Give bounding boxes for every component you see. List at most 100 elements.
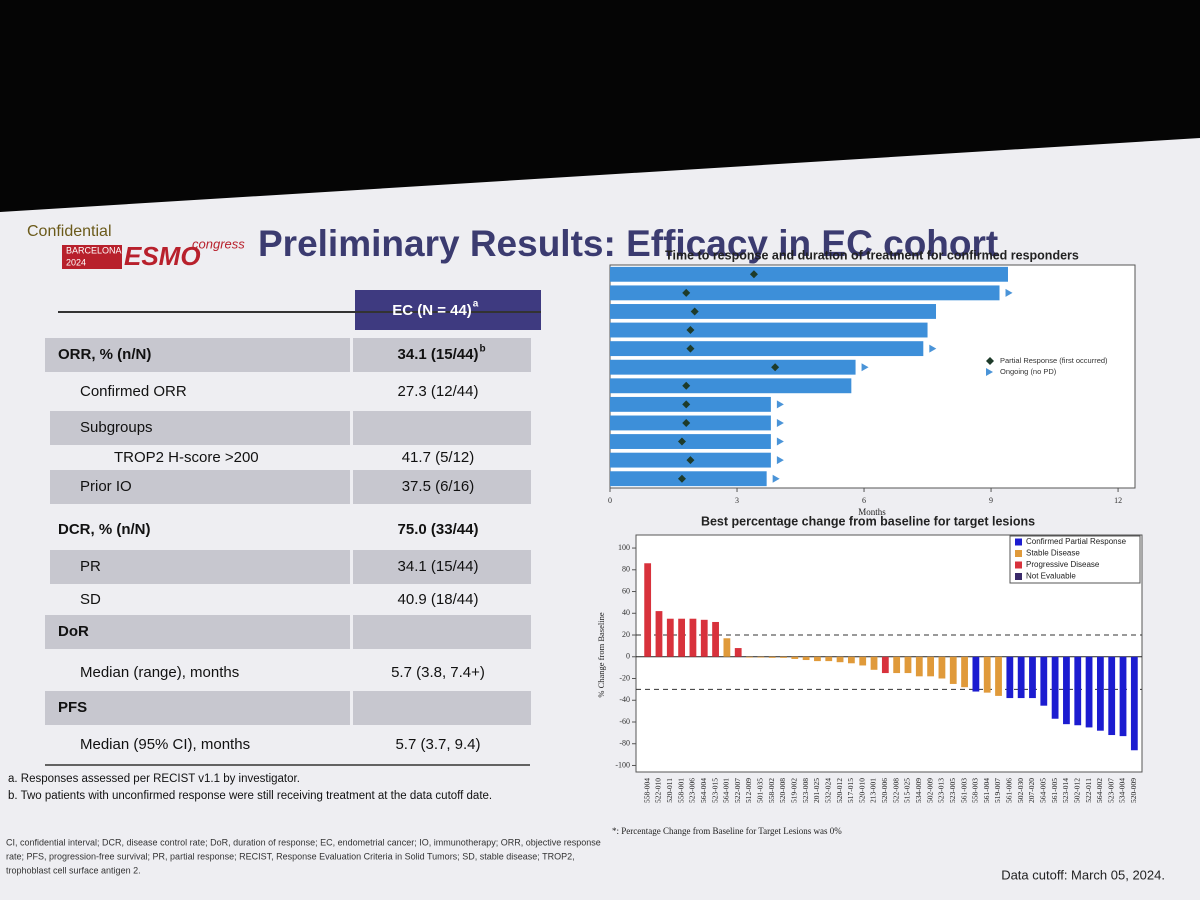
legend-box: [1009, 535, 1141, 584]
bar: [825, 656, 833, 662]
y-tick-label: 20: [622, 630, 630, 639]
ongoing-marker: [776, 418, 784, 427]
legend-swatch: [1015, 573, 1022, 580]
row-value: 34.1 (15/44): [398, 558, 479, 575]
legend-swatch: [986, 368, 993, 376]
row-label: ORR, % (n/N): [58, 346, 151, 363]
row-label: DCR, % (n/N): [58, 521, 151, 538]
bar: [904, 656, 912, 674]
legend-label: Ongoing (no PD): [1000, 367, 1057, 376]
row-value-sup: b: [479, 344, 485, 355]
bar: [1074, 656, 1082, 726]
ongoing-marker: [776, 437, 784, 446]
duration-bar: [610, 415, 771, 431]
bar: [1096, 656, 1104, 731]
row-label: Prior IO: [80, 478, 132, 495]
column-header-sup: a: [473, 299, 479, 310]
x-tick-label: 520-006: [880, 778, 889, 803]
bar: [847, 656, 855, 664]
legend-swatch: [1015, 538, 1022, 546]
x-tick-label: 534-004: [1118, 778, 1127, 803]
legend-label: Stable Disease: [1026, 549, 1080, 558]
row-shade: [353, 615, 531, 649]
slide-title: Preliminary Results: Efficacy in EC coho…: [258, 223, 998, 264]
row-shade: [353, 338, 531, 372]
bar: [814, 656, 821, 662]
bar: [734, 648, 742, 657]
ongoing-marker: [929, 344, 937, 353]
ongoing-marker: [1005, 288, 1013, 297]
abbreviations: rate; PFS, progression-free survival; PR…: [6, 851, 575, 861]
bar: [983, 656, 991, 693]
x-tick-label: 519-002: [790, 778, 799, 803]
bar: [1029, 656, 1036, 699]
y-tick-label: -40: [619, 695, 630, 704]
y-tick-label: 60: [622, 586, 630, 595]
bar: [836, 656, 844, 663]
bar: [1108, 656, 1116, 736]
duration-bar: [610, 378, 852, 394]
x-tick-label: 558-002: [767, 778, 776, 803]
bar: [757, 656, 765, 658]
x-tick-label: 534-009: [914, 778, 923, 803]
x-tick-label: 3: [735, 496, 739, 505]
bar: [893, 656, 901, 674]
x-tick-label: 564-004: [699, 778, 708, 803]
x-tick-label: 523-015: [710, 778, 719, 803]
x-tick-label: 515-025: [903, 778, 912, 803]
x-tick-label: 558-004: [642, 778, 651, 803]
row-label: Median (range), months: [80, 664, 239, 681]
x-tick-label: 523-014: [1061, 778, 1070, 803]
x-tick-label: 501-035: [756, 778, 765, 803]
row-label: PR: [80, 558, 101, 575]
duration-bar: [610, 434, 771, 449]
response-marker: [677, 474, 686, 483]
footnote: a. Responses assessed per RECIST v1.1 by…: [8, 773, 300, 785]
logo-brand: ESMO: [124, 241, 201, 271]
response-marker: [682, 288, 691, 297]
ongoing-marker: [772, 474, 780, 483]
row-shade: [45, 691, 350, 725]
response-marker: [771, 363, 780, 372]
row-label: Subgroups: [80, 419, 153, 436]
x-tick-label: 523-013: [937, 778, 946, 803]
bar: [995, 656, 1002, 696]
x-tick-label: 523-005: [948, 778, 957, 803]
x-tick-label: 523-007: [1106, 778, 1115, 803]
x-tick-label: 502-009: [925, 778, 934, 803]
y-tick-label: 100: [618, 543, 630, 552]
duration-bar: [610, 471, 767, 487]
row-value: 27.3 (12/44): [398, 383, 479, 400]
footnote: b. Two patients with unconfirmed respons…: [8, 790, 492, 802]
abbreviations: CI, confidential interval; DCR, disease …: [6, 837, 601, 847]
bar: [1130, 656, 1138, 751]
chart-title: Best percentage change from baseline for…: [701, 514, 1035, 528]
y-tick-label: 0: [626, 652, 630, 661]
response-marker: [749, 270, 758, 279]
bar: [972, 656, 980, 692]
logo-year: 2024: [66, 257, 86, 267]
bar: [881, 656, 889, 674]
row-label: Confirmed ORR: [80, 383, 187, 400]
logo-event: congress: [192, 236, 245, 251]
bar: [927, 656, 935, 677]
bar: [1063, 656, 1070, 725]
bar: [1006, 656, 1014, 699]
bar: [768, 656, 776, 658]
y-tick-label: 80: [622, 565, 630, 574]
bar: [780, 656, 787, 658]
bar: [791, 656, 799, 659]
x-axis-label: Months: [858, 507, 886, 517]
x-tick-label: 522-011: [1084, 778, 1093, 803]
y-tick-label: -80: [619, 739, 630, 748]
x-tick-label: 201-025: [812, 778, 821, 803]
x-tick-label: 9: [989, 496, 993, 505]
x-tick-label: 502-012: [1072, 778, 1081, 803]
bar: [1051, 656, 1059, 719]
x-tick-label: 564-002: [1095, 778, 1104, 803]
response-marker: [682, 418, 691, 427]
x-tick-label: 502-030: [1016, 778, 1025, 803]
duration-bar: [610, 396, 771, 412]
